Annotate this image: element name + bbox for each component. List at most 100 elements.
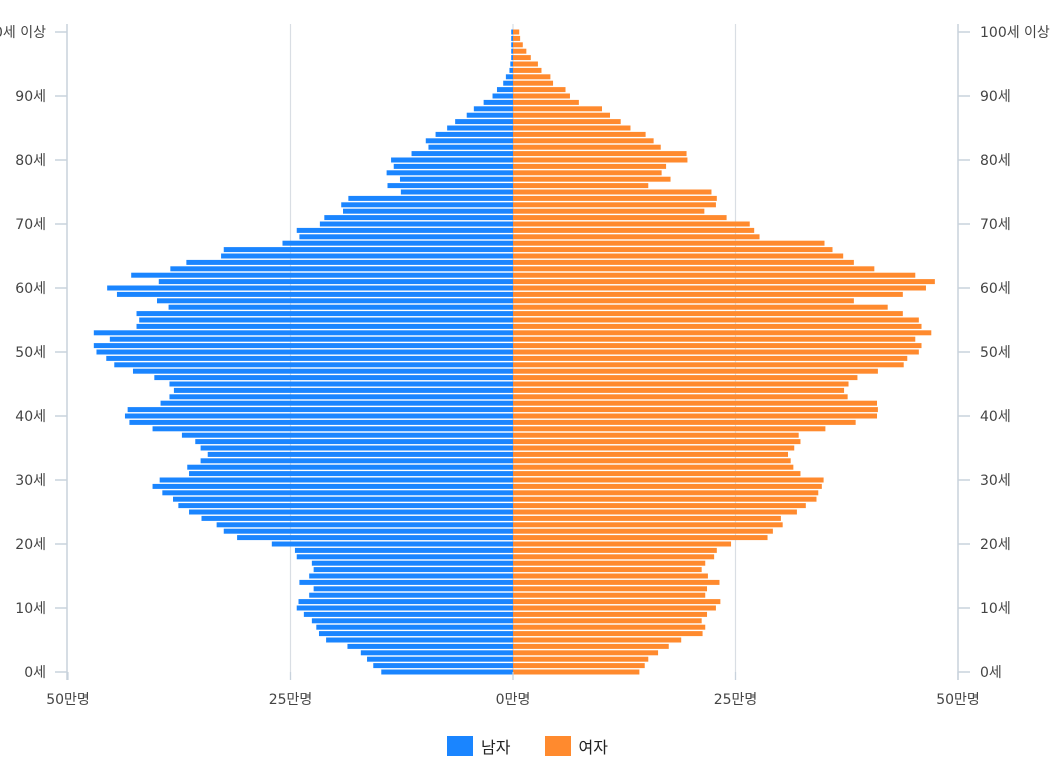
- bar-male-age-92[interactable]: [503, 80, 513, 86]
- bar-female-age-68[interactable]: [513, 234, 760, 240]
- bar-male-age-57[interactable]: [168, 304, 513, 310]
- bar-male-age-58[interactable]: [157, 298, 513, 304]
- bar-female-age-86[interactable]: [513, 119, 621, 125]
- bar-female-age-76[interactable]: [513, 183, 649, 189]
- bar-male-age-16[interactable]: [313, 567, 513, 573]
- bar-male-age-59[interactable]: [116, 291, 513, 297]
- bar-female-age-78[interactable]: [513, 170, 662, 176]
- bar-male-age-20[interactable]: [271, 541, 513, 547]
- bar-female-age-91[interactable]: [513, 87, 566, 93]
- bar-female-age-88[interactable]: [513, 106, 602, 112]
- bar-female-age-12[interactable]: [513, 592, 706, 598]
- legend-item-male[interactable]: 남자: [447, 734, 511, 758]
- bar-female-age-44[interactable]: [513, 387, 845, 393]
- bar-male-age-56[interactable]: [136, 311, 513, 317]
- bar-male-age-72[interactable]: [343, 208, 513, 214]
- bar-female-age-28[interactable]: [513, 490, 819, 496]
- bar-male-age-13[interactable]: [313, 586, 513, 592]
- bar-male-age-69[interactable]: [296, 227, 513, 233]
- bar-male-age-91[interactable]: [496, 87, 513, 93]
- bar-female-age-72[interactable]: [513, 208, 705, 214]
- bar-female-age-62[interactable]: [513, 272, 916, 278]
- bar-female-age-36[interactable]: [513, 439, 801, 445]
- bar-female-age-7[interactable]: [513, 624, 706, 630]
- bar-male-age-47[interactable]: [132, 368, 513, 374]
- bar-male-age-14[interactable]: [299, 579, 513, 585]
- bar-female-age-3[interactable]: [513, 650, 659, 656]
- bar-male-age-46[interactable]: [154, 375, 513, 381]
- bar-male-age-49[interactable]: [106, 355, 514, 361]
- bar-female-age-24[interactable]: [513, 515, 781, 521]
- bar-male-age-76[interactable]: [387, 183, 513, 189]
- bar-male-age-70[interactable]: [319, 221, 513, 227]
- bar-female-age-18[interactable]: [513, 554, 715, 560]
- bar-male-age-98[interactable]: [511, 42, 513, 48]
- bar-male-age-85[interactable]: [447, 125, 513, 131]
- bar-female-age-64[interactable]: [513, 259, 854, 265]
- bar-male-age-4[interactable]: [347, 643, 513, 649]
- bar-male-age-64[interactable]: [186, 259, 513, 265]
- bar-female-age-30[interactable]: [513, 477, 824, 483]
- bar-female-age-66[interactable]: [513, 247, 833, 253]
- bar-female-age-56[interactable]: [513, 311, 903, 317]
- bar-male-age-11[interactable]: [298, 599, 513, 605]
- bar-male-age-97[interactable]: [511, 48, 513, 54]
- bar-male-age-18[interactable]: [296, 554, 513, 560]
- bar-female-age-29[interactable]: [513, 483, 822, 489]
- bar-female-age-70[interactable]: [513, 221, 750, 227]
- bar-male-age-41[interactable]: [127, 407, 513, 413]
- bar-male-age-45[interactable]: [169, 381, 513, 387]
- bar-female-age-51[interactable]: [513, 343, 922, 349]
- bar-female-age-37[interactable]: [513, 432, 799, 438]
- bar-male-age-99[interactable]: [511, 35, 513, 41]
- bar-female-age-60[interactable]: [513, 285, 926, 291]
- bar-female-age-15[interactable]: [513, 573, 708, 579]
- bar-female-age-1[interactable]: [513, 663, 645, 669]
- bar-male-age-82[interactable]: [428, 144, 513, 150]
- bar-female-age-39[interactable]: [513, 419, 856, 425]
- bar-male-age-79[interactable]: [393, 163, 513, 169]
- bar-male-age-54[interactable]: [136, 323, 513, 329]
- bar-male-age-2[interactable]: [367, 656, 513, 662]
- bar-male-age-75[interactable]: [400, 189, 513, 195]
- bar-male-age-8[interactable]: [311, 618, 513, 624]
- bar-male-age-81[interactable]: [411, 151, 513, 157]
- bar-female-age-53[interactable]: [513, 330, 932, 336]
- bar-male-age-71[interactable]: [324, 215, 513, 221]
- bar-female-age-14[interactable]: [513, 579, 720, 585]
- bar-female-age-34[interactable]: [513, 451, 789, 457]
- bar-female-age-65[interactable]: [513, 253, 844, 259]
- bar-male-age-38[interactable]: [152, 426, 514, 432]
- bar-male-age-78[interactable]: [386, 170, 513, 176]
- bar-male-age-30[interactable]: [159, 477, 514, 483]
- bar-male-age-68[interactable]: [299, 234, 513, 240]
- bar-male-age-27[interactable]: [173, 496, 513, 502]
- bar-female-age-83[interactable]: [513, 138, 654, 144]
- bar-female-age-75[interactable]: [513, 189, 712, 195]
- bar-female-age-80[interactable]: [513, 157, 688, 163]
- bar-male-age-55[interactable]: [139, 317, 513, 323]
- bar-male-age-88[interactable]: [473, 106, 513, 112]
- bar-female-age-57[interactable]: [513, 304, 888, 310]
- bar-male-age-60[interactable]: [107, 285, 513, 291]
- bar-male-age-51[interactable]: [93, 343, 513, 349]
- bar-female-age-47[interactable]: [513, 368, 878, 374]
- bar-female-age-9[interactable]: [513, 611, 708, 617]
- bar-female-age-73[interactable]: [513, 202, 716, 208]
- bar-male-age-62[interactable]: [131, 272, 513, 278]
- bar-female-age-74[interactable]: [513, 195, 717, 201]
- bar-male-age-90[interactable]: [492, 93, 513, 99]
- bar-female-age-82[interactable]: [513, 144, 661, 150]
- bar-female-age-41[interactable]: [513, 407, 878, 413]
- bar-female-age-45[interactable]: [513, 381, 849, 387]
- bar-female-age-59[interactable]: [513, 291, 903, 297]
- bar-female-age-61[interactable]: [513, 279, 935, 285]
- bar-female-age-67[interactable]: [513, 240, 825, 246]
- bar-male-age-23[interactable]: [216, 522, 513, 528]
- bar-male-age-34[interactable]: [207, 451, 514, 457]
- bar-male-age-33[interactable]: [200, 458, 514, 464]
- bar-female-age-95[interactable]: [513, 61, 538, 67]
- bar-female-age-98[interactable]: [513, 42, 523, 48]
- bar-female-age-11[interactable]: [513, 599, 721, 605]
- bar-female-age-0[interactable]: [513, 669, 640, 675]
